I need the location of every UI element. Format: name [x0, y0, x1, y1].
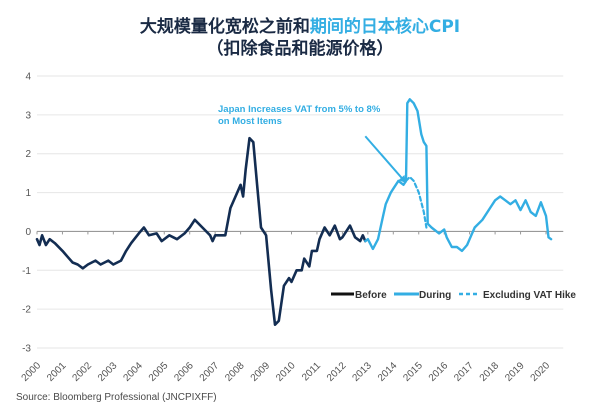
annotation-arrow-head — [398, 174, 407, 183]
x-tick-label: 2004 — [121, 360, 145, 384]
y-tick-label: 4 — [25, 72, 31, 83]
x-tick-label: 2018 — [478, 360, 502, 384]
y-tick-label: 3 — [25, 110, 31, 121]
legend-label-before: Before — [355, 290, 387, 301]
y-axis-tick-labels: 4 3 2 1 0 -1 -2 -3 — [22, 72, 31, 355]
series-lines — [35, 98, 553, 327]
series-line-excluding-vat-hike — [404, 175, 428, 229]
x-tick-label: 2019 — [503, 360, 527, 384]
annotation-arrow-line — [364, 135, 407, 184]
x-tick-label: 2005 — [147, 360, 171, 384]
y-tick-label: 1 — [25, 188, 31, 199]
series-line-before — [35, 136, 367, 327]
legend-label-during: During — [419, 290, 451, 301]
chart-title: 大规模量化宽松之前和期间的日本核心CPI （扣除食品和能源价格） — [0, 16, 600, 60]
x-tick-label: 2020 — [529, 360, 553, 384]
x-tick-label: 2008 — [223, 360, 247, 384]
x-tick-label: 2012 — [325, 360, 349, 384]
y-tick-label: -2 — [22, 305, 31, 316]
x-axis — [36, 230, 564, 235]
x-tick-label: 2016 — [427, 360, 451, 384]
title-dark-part: 大规模量化宽松之前和 — [139, 17, 310, 37]
x-tick-label: 2011 — [300, 360, 323, 383]
series-line-during — [364, 98, 553, 253]
x-tick-label: 2006 — [172, 360, 196, 384]
source-note: Source: Bloomberg Professional (JNCPIXFF… — [16, 392, 217, 403]
x-tick-label: 2009 — [249, 360, 273, 384]
x-tick-label: 2017 — [452, 360, 476, 384]
grid-lines — [37, 75, 564, 349]
legend-label-excluding-vat: Excluding VAT Hike — [483, 290, 576, 301]
x-tick-label: 2001 — [45, 360, 69, 384]
x-tick-label: 2003 — [96, 360, 120, 384]
title-highlight-part: 期间的日本核心CPI — [309, 17, 461, 37]
chart-title-line1: 大规模量化宽松之前和期间的日本核心CPI — [0, 16, 600, 38]
x-axis-tick-labels: 2000 2001 2002 2003 2004 2005 2006 2007 2008 2009… — [20, 360, 553, 384]
x-tick-label: 2000 — [20, 360, 44, 384]
x-tick-label: 2007 — [198, 360, 222, 384]
annotation-text-line2: on Most Items — [218, 116, 282, 127]
annotation-text-line1: Japan Increases VAT from 5% to 8% — [218, 104, 381, 115]
y-tick-label: -3 — [22, 344, 31, 355]
y-tick-label: 0 — [25, 227, 31, 238]
x-tick-label: 2014 — [376, 360, 400, 384]
x-tick-label: 2002 — [71, 360, 95, 384]
x-tick-label: 2015 — [401, 360, 425, 384]
annotation: Japan Increases VAT from 5% to 8% on Mos… — [218, 104, 407, 184]
chart-title-line2: （扣除食品和能源价格） — [206, 39, 394, 59]
legend: Before During Excluding VAT Hike — [331, 290, 576, 301]
x-tick-label: 2010 — [274, 360, 298, 384]
x-tick-label: 2013 — [350, 360, 374, 384]
y-tick-label: -1 — [22, 266, 31, 277]
y-tick-label: 2 — [25, 149, 31, 160]
